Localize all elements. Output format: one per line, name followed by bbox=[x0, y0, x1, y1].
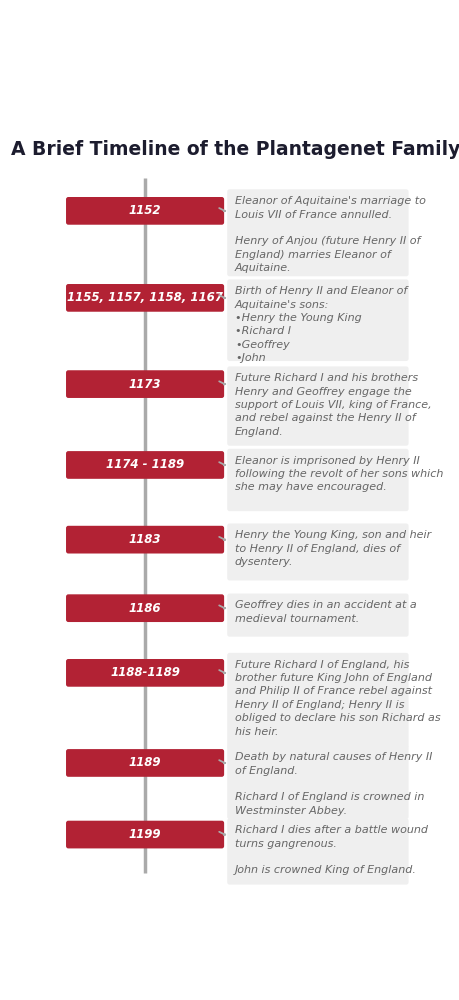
FancyBboxPatch shape bbox=[66, 370, 224, 398]
FancyBboxPatch shape bbox=[66, 594, 224, 622]
FancyBboxPatch shape bbox=[227, 818, 408, 885]
FancyBboxPatch shape bbox=[227, 523, 408, 580]
Text: 1186: 1186 bbox=[129, 602, 161, 615]
Text: 1188-1189: 1188-1189 bbox=[110, 666, 179, 679]
Text: Richard I dies after a battle wound
turns gangrenous.
 
John is crowned King of : Richard I dies after a battle wound turn… bbox=[235, 825, 427, 875]
Text: Henry the Young King, son and heir
to Henry II of England, dies of
dysentery.: Henry the Young King, son and heir to He… bbox=[235, 530, 430, 567]
FancyBboxPatch shape bbox=[227, 449, 408, 511]
FancyBboxPatch shape bbox=[227, 594, 408, 637]
FancyBboxPatch shape bbox=[66, 197, 224, 225]
Text: A Brief Timeline of the Plantagenet Family: A Brief Timeline of the Plantagenet Fami… bbox=[11, 140, 459, 159]
FancyBboxPatch shape bbox=[227, 189, 408, 276]
FancyBboxPatch shape bbox=[66, 821, 224, 848]
Text: Eleanor of Aquitaine's marriage to
Louis VII of France annulled.
 
Henry of Anjo: Eleanor of Aquitaine's marriage to Louis… bbox=[235, 196, 425, 273]
FancyBboxPatch shape bbox=[66, 749, 224, 777]
Text: 1173: 1173 bbox=[129, 378, 161, 391]
FancyBboxPatch shape bbox=[227, 366, 408, 446]
FancyBboxPatch shape bbox=[66, 659, 224, 687]
Text: 1199: 1199 bbox=[129, 828, 161, 841]
Text: 1152: 1152 bbox=[129, 204, 161, 217]
FancyBboxPatch shape bbox=[66, 526, 224, 554]
FancyBboxPatch shape bbox=[227, 745, 408, 819]
Text: Eleanor is imprisoned by Henry II
following the revolt of her sons which
she may: Eleanor is imprisoned by Henry II follow… bbox=[235, 456, 442, 492]
Text: Future Richard I and his brothers
Henry and Geoffrey engage the
support of Louis: Future Richard I and his brothers Henry … bbox=[235, 373, 431, 437]
Text: 1155, 1157, 1158, 1167: 1155, 1157, 1158, 1167 bbox=[67, 291, 223, 304]
FancyBboxPatch shape bbox=[66, 451, 224, 479]
Text: 1174 - 1189: 1174 - 1189 bbox=[106, 458, 184, 471]
Text: 1183: 1183 bbox=[129, 533, 161, 546]
FancyBboxPatch shape bbox=[66, 284, 224, 312]
Text: Birth of Henry II and Eleanor of
Aquitaine's sons:
•Henry the Young King
•Richar: Birth of Henry II and Eleanor of Aquitai… bbox=[235, 286, 406, 363]
FancyBboxPatch shape bbox=[227, 653, 408, 748]
FancyBboxPatch shape bbox=[227, 279, 408, 361]
Text: Geoffrey dies in an accident at a
medieval tournament.: Geoffrey dies in an accident at a mediev… bbox=[235, 600, 416, 624]
Text: Future Richard I of England, his
brother future King John of England
and Philip : Future Richard I of England, his brother… bbox=[235, 660, 440, 737]
Text: Death by natural causes of Henry II
of England.
 
Richard I of England is crowne: Death by natural causes of Henry II of E… bbox=[235, 752, 431, 816]
Text: 1189: 1189 bbox=[129, 756, 161, 769]
